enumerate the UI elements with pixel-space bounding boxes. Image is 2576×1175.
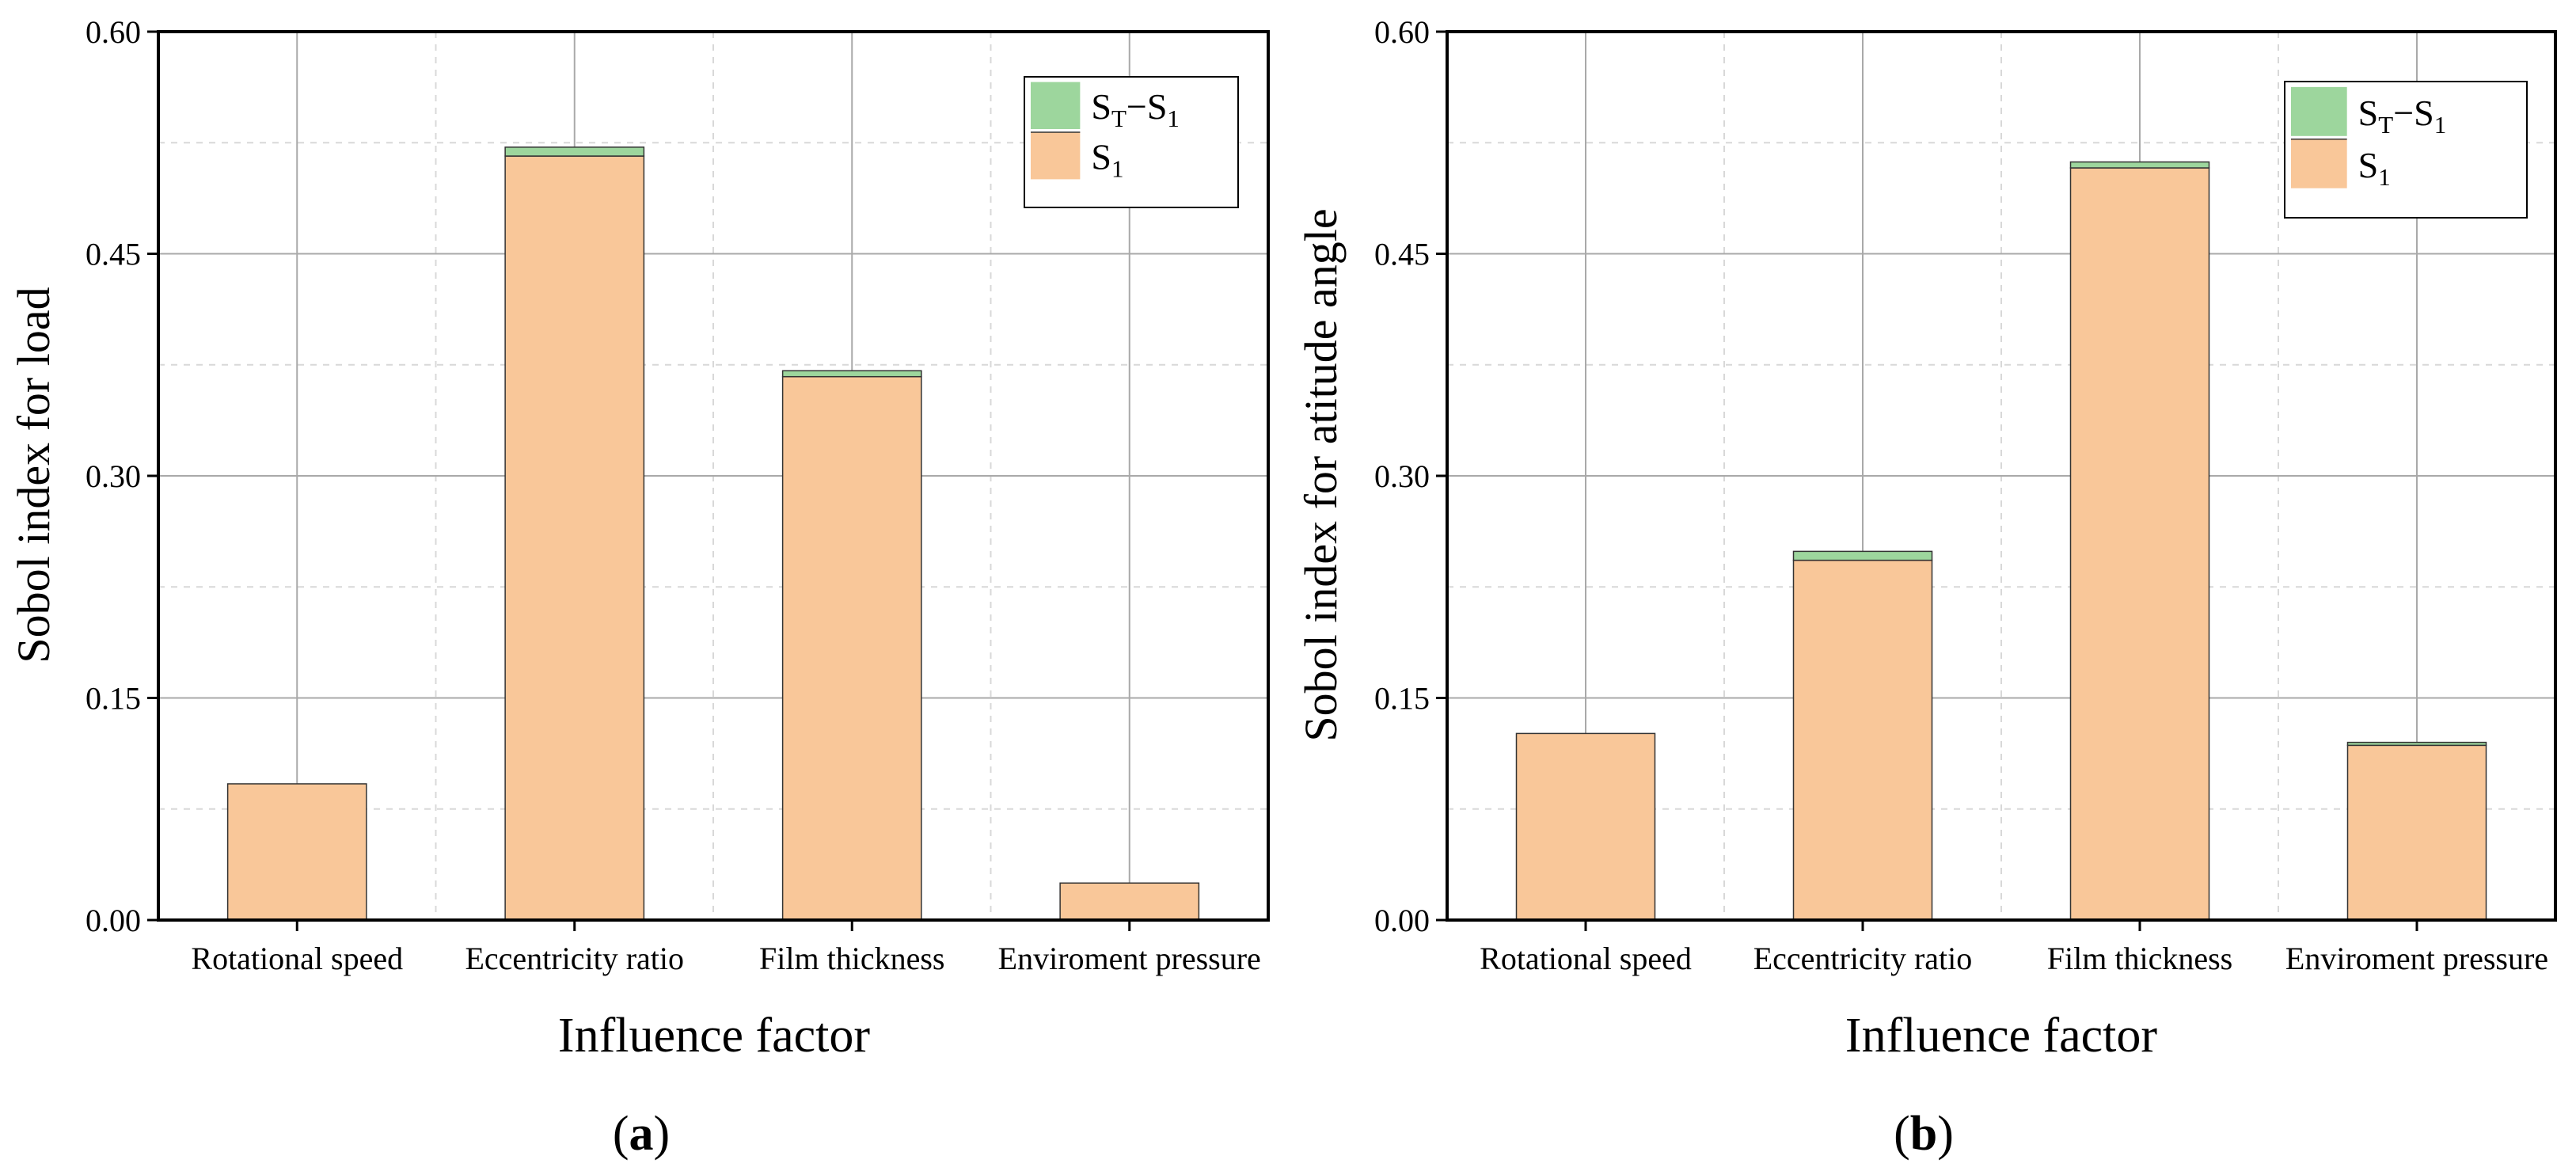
x-axis-title-b: Influence factor [1845, 1009, 2157, 1063]
bar-s1-a [504, 155, 645, 921]
bar-s1-b [1515, 732, 1656, 921]
bar-st-s1-b [2069, 161, 2210, 169]
bar-s1-b [2069, 167, 2210, 921]
legend-text-sub: T [1111, 105, 1127, 132]
legend-label-s1-b: S1 [2358, 145, 2391, 191]
legend-label-st-s1-b: ST−S1 [2358, 93, 2447, 139]
legend-swatch-s1-a [1031, 132, 1081, 180]
bar-s1-a [226, 783, 367, 921]
legend-text-sub: 1 [1167, 105, 1180, 132]
y-tick-label-a: 0.45 [85, 237, 141, 272]
y-tick-label-b: 0.15 [1374, 681, 1430, 717]
y-tick-label-b: 0.60 [1374, 14, 1430, 50]
x-tick-label-b: Enviroment pressure [2285, 941, 2548, 976]
legend-text-part: S [1091, 136, 1111, 177]
bar-st-s1-b [2346, 741, 2487, 747]
legend-text-part: S [2358, 93, 2379, 133]
x-tick-label-a: Enviroment pressure [998, 941, 1261, 976]
legend-text-sub: 1 [2378, 163, 2391, 191]
bar-st-s1-a [504, 146, 645, 157]
bar-s1-a [1059, 882, 1200, 921]
legend-swatch-st-s1-b [2291, 86, 2347, 136]
legend-text-sub: T [2378, 111, 2393, 139]
x-tick-label-b: Eccentricity ratio [1753, 941, 1973, 976]
panel-label-b-letter: b [1910, 1107, 1937, 1161]
x-tick-label-a: Film thickness [759, 941, 944, 976]
y-tick-label-a: 0.30 [85, 458, 141, 494]
bar-s1-b [2346, 744, 2487, 921]
legend-swatch-st-s1-a [1031, 82, 1081, 129]
plot-frame-a [157, 30, 1270, 922]
legend-text-part: S [1091, 86, 1111, 127]
panel-label-b: (b) [1894, 1107, 1954, 1161]
y-tick-label-a: 0.00 [85, 903, 141, 938]
legend-text-part: −S [1127, 86, 1168, 127]
x-tick-label-a: Eccentricity ratio [465, 941, 684, 976]
plot-frame-b [1446, 30, 2557, 922]
x-tick-label-b: Film thickness [2047, 941, 2232, 976]
y-axis-title-a: Sobol index for load [8, 287, 59, 663]
y-tick-label-b: 0.45 [1374, 237, 1430, 272]
panel-label-a: (a) [613, 1107, 670, 1161]
bar-s1-b [1792, 559, 1933, 921]
legend-text-part: S [2358, 145, 2379, 185]
y-tick-label-b: 0.00 [1374, 903, 1430, 938]
panel-label-a-close: ) [654, 1107, 671, 1161]
y-tick-label-a: 0.15 [85, 681, 141, 717]
x-axis-title-a: Influence factor [558, 1009, 870, 1063]
panel-label-b-close: ) [1937, 1107, 1954, 1161]
legend-text-sub: 1 [1111, 154, 1124, 182]
legend-text-part: −S [2393, 93, 2434, 133]
x-tick-label-b: Rotational speed [1480, 941, 1692, 976]
bar-st-s1-a [781, 370, 922, 378]
panel-label-a-letter: a [629, 1107, 654, 1161]
bar-st-s1-b [1792, 550, 1933, 561]
legend-text-sub: 1 [2434, 111, 2447, 139]
panel-label-b-open: ( [1894, 1107, 1910, 1161]
x-tick-label-a: Rotational speed [191, 941, 403, 976]
legend-label-s1-a: S1 [1091, 136, 1123, 182]
panel-label-a-open: ( [613, 1107, 629, 1161]
chart-panel-b: Sobol index for atitude angle Influence … [1295, 14, 2557, 1161]
y-axis-title-b: Sobol index for atitude angle [1295, 208, 1347, 741]
bar-s1-a [781, 375, 922, 921]
legend-label-st-s1-a: ST−S1 [1091, 86, 1180, 132]
legend-swatch-s1-b [2291, 139, 2347, 188]
chart-panel-a: Sobol index for load Influence factor (a… [8, 14, 1270, 1161]
y-tick-label-a: 0.60 [85, 14, 141, 50]
y-tick-label-b: 0.30 [1374, 458, 1430, 494]
